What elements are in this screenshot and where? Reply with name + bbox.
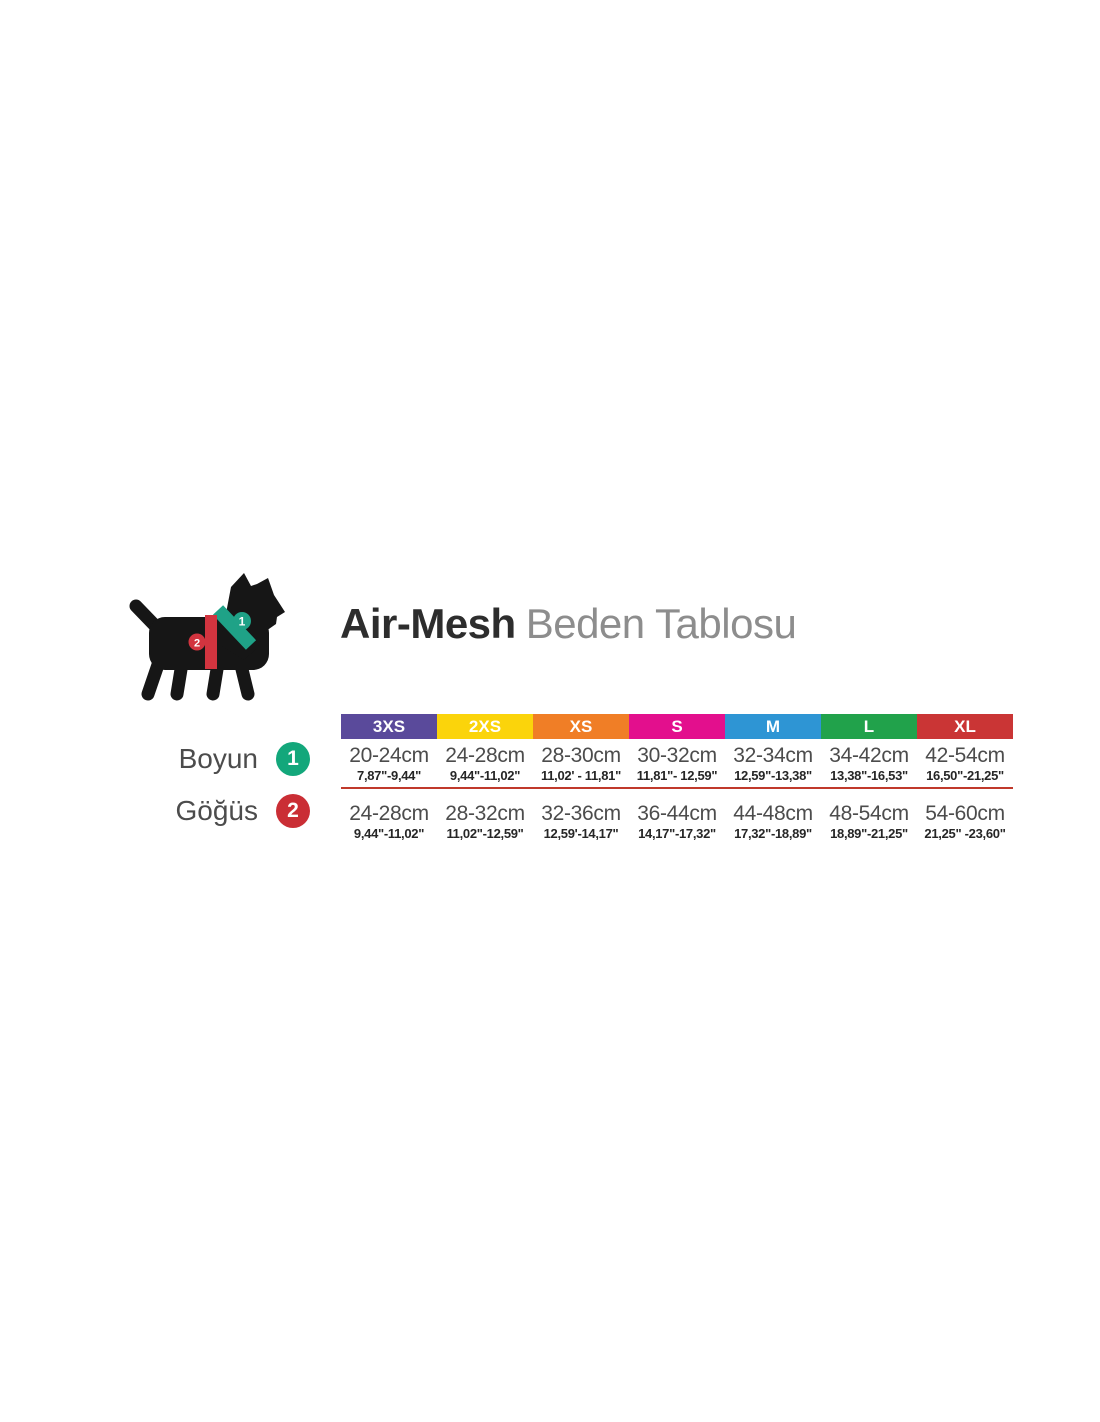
size-cell: 54-60cm 21,25" -23,60" [917,802,1013,842]
size-cm: 30-32cm [637,744,717,767]
size-inch: 11,81"- 12,59" [636,768,718,783]
column-header-3xs: 3XS [341,714,437,739]
harness-collar-band [212,605,257,650]
size-cell: 28-30cm 11,02' - 11,81" [533,744,629,784]
column-header-s: S [629,714,725,739]
title-subtitle: Beden Tablosu [525,600,797,647]
size-inch: 17,32"-18,89" [734,826,812,841]
size-cm: 24-28cm [349,802,429,825]
column-header-xl: XL [917,714,1013,739]
column-header-xs: XS [533,714,629,739]
size-cell: 28-32cm 11,02"-12,59" [437,802,533,842]
size-cell: 32-36cm 12,59'-14,17" [533,802,629,842]
page-title: Air-Mesh Beden Tablosu [340,600,797,647]
size-inch: 14,17"-17,32" [638,826,716,841]
diagram-marker-1-circle [233,612,251,630]
size-inch: 12,59"-13,38" [734,768,812,783]
dog-harness-diagram: 1 2 [129,573,285,701]
neck-row-label: Boyun [178,743,258,774]
size-cell: 44-48cm 17,32"-18,89" [725,802,821,842]
size-cm: 48-54cm [829,802,909,825]
size-cm: 44-48cm [733,802,813,825]
size-inch: 9,44"-11,02" [449,768,521,783]
size-cell: 24-28cm 9,44"-11,02" [341,802,437,842]
diagram-marker-2-circle [188,633,206,651]
size-cell: 32-34cm 12,59"-13,38" [725,744,821,784]
size-cm: 20-24cm [349,744,429,767]
size-cell: 20-24cm 7,87"-9,44" [341,744,437,784]
neck-marker-badge: 1 [276,742,310,776]
size-cell: 30-32cm 11,81"- 12,59" [629,744,725,784]
size-cm: 42-54cm [925,744,1005,767]
column-header-2xs: 2XS [437,714,533,739]
column-header-m: M [725,714,821,739]
size-table-header: 3XS 2XS XS S M L XL [341,714,1013,739]
chest-row-label: Göğüs [175,795,259,826]
size-cm: 32-34cm [733,744,813,767]
column-header-l: L [821,714,917,739]
size-cell: 48-54cm 18,89"-21,25" [821,802,917,842]
size-cell: 24-28cm 9,44"-11,02" [437,744,533,784]
size-inch: 18,89"-21,25" [830,826,908,841]
size-cm: 32-36cm [541,802,621,825]
chest-marker-badge: 2 [276,794,310,828]
size-cell: 42-54cm 16,50"-21,25" [917,744,1013,784]
size-cm: 28-32cm [445,802,525,825]
size-inch: 9,44"-11,02" [353,826,425,841]
chest-measurements-row: 24-28cm 9,44"-11,02" 28-32cm 11,02"-12,5… [341,802,1013,842]
size-cm: 28-30cm [541,744,621,767]
size-cm: 24-28cm [445,744,525,767]
size-cm: 36-44cm [637,802,717,825]
harness-chest-strap [205,615,217,669]
neck-measurements-row: 20-24cm 7,87"-9,44" 24-28cm 9,44"-11,02"… [341,744,1013,784]
size-inch: 21,25" -23,60" [924,826,1006,841]
title-brand: Air-Mesh [340,600,516,647]
size-cm: 34-42cm [829,744,909,767]
size-table: 3XS 2XS XS S M L XL 20-24cm 7,87"-9,44" … [341,714,1013,842]
size-inch: 7,87"-9,44" [357,768,421,783]
size-cell: 34-42cm 13,38"-16,53" [821,744,917,784]
size-cell: 36-44cm 14,17"-17,32" [629,802,725,842]
diagram-marker-2-label: 2 [194,638,200,650]
diagram-marker-1-label: 1 [239,615,246,629]
row-separator-line [341,787,1013,789]
size-inch: 11,02"-12,59" [446,826,524,841]
size-inch: 11,02' - 11,81" [541,768,621,783]
size-inch: 13,38"-16,53" [830,768,908,783]
size-cm: 54-60cm [925,802,1005,825]
size-inch: 16,50"-21,25" [926,768,1004,783]
size-inch: 12,59'-14,17" [543,826,619,841]
